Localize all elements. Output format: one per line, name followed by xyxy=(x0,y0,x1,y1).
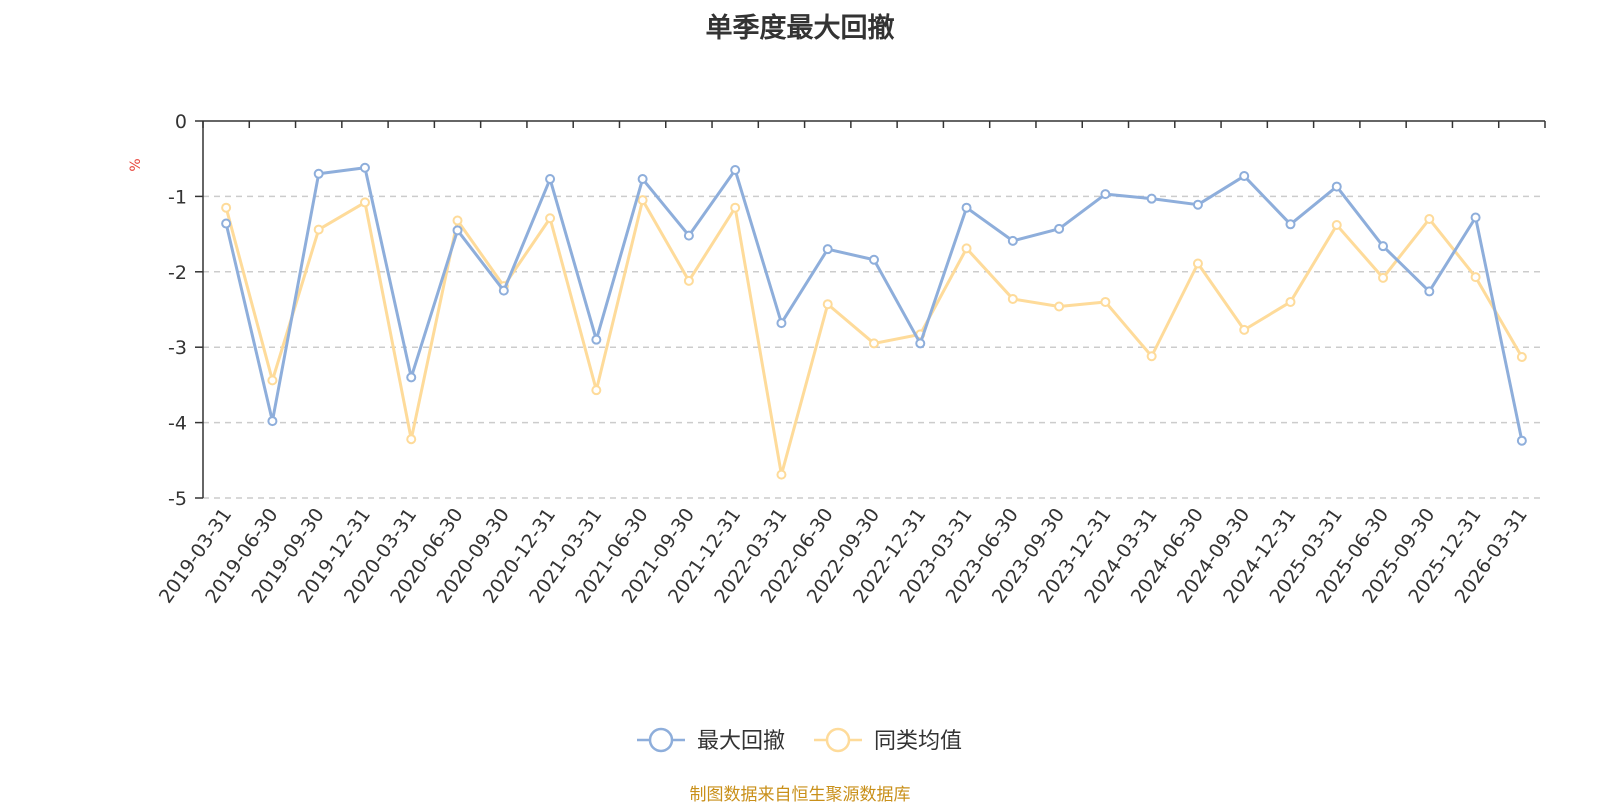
data-point-1 xyxy=(961,202,972,213)
data-point-2 xyxy=(822,299,833,310)
data-point-2 xyxy=(406,434,417,445)
y-tick-label: 0 xyxy=(175,111,187,133)
y-axis-labels: 0 -1 -2 -3 -4 -5 xyxy=(168,111,187,510)
data-point-1 xyxy=(1424,286,1435,297)
data-point-2 xyxy=(637,195,648,206)
data-point-1 xyxy=(1100,189,1111,200)
data-point-1 xyxy=(452,225,463,236)
data-point-2 xyxy=(1146,351,1157,362)
data-point-1 xyxy=(1146,193,1157,204)
data-point-2 xyxy=(1285,296,1296,307)
data-point-1 xyxy=(730,165,741,176)
data-point-2 xyxy=(961,243,972,254)
y-tick-label: -2 xyxy=(168,262,187,284)
data-point-2 xyxy=(359,197,370,208)
data-point-2 xyxy=(452,215,463,226)
data-point-1 xyxy=(1054,223,1065,234)
data-point-2 xyxy=(221,202,232,213)
data-point-2 xyxy=(1192,258,1203,269)
data-point-2 xyxy=(730,202,741,213)
data-point-1 xyxy=(915,338,926,349)
data-point-1 xyxy=(267,416,278,427)
data-point-2 xyxy=(869,338,879,349)
grid-lines xyxy=(203,195,1545,499)
data-point-1 xyxy=(1007,235,1018,246)
data-point-1 xyxy=(1516,435,1527,446)
data-point-2 xyxy=(1516,352,1527,363)
data-point-1 xyxy=(498,285,509,296)
data-point-1 xyxy=(1285,219,1296,230)
axes xyxy=(195,120,1546,499)
data-point-1 xyxy=(1378,241,1389,252)
data-point-2 xyxy=(1378,272,1389,283)
data-point-2 xyxy=(1054,301,1065,312)
y-tick-label: -4 xyxy=(168,413,187,435)
data-source-note: 制图数据来自恒生聚源数据库 xyxy=(689,785,911,805)
legend-swatch-marker xyxy=(648,727,674,753)
legend-label: 最大回撤 xyxy=(697,729,785,754)
data-point-1 xyxy=(359,162,370,173)
y-axis-unit: % xyxy=(128,158,144,171)
data-point-1 xyxy=(1192,199,1203,210)
legend-swatch-marker xyxy=(825,727,851,753)
data-point-2 xyxy=(313,224,324,235)
data-point-2 xyxy=(1239,324,1250,335)
data-point-2 xyxy=(683,275,694,286)
data-point-2 xyxy=(591,385,602,396)
y-tick-label: -5 xyxy=(168,488,187,510)
data-point-2 xyxy=(1100,296,1111,307)
data-point-1 xyxy=(406,372,417,383)
data-point-1 xyxy=(1239,171,1250,182)
data-point-1 xyxy=(221,218,232,229)
data-point-1 xyxy=(822,244,833,255)
data-point-1 xyxy=(637,174,648,185)
data-point-1 xyxy=(776,318,787,329)
data-point-1 xyxy=(683,230,694,241)
data-point-1 xyxy=(591,334,602,345)
y-tick-label: -3 xyxy=(168,337,187,359)
legend: 最大回撤 同类均值 xyxy=(637,727,962,754)
data-point-1 xyxy=(1470,212,1481,223)
data-point-2 xyxy=(267,375,278,386)
data-point-1 xyxy=(313,168,324,179)
data-point-2 xyxy=(1007,293,1018,304)
legend-label: 同类均值 xyxy=(874,729,962,754)
data-point-1 xyxy=(869,254,879,265)
data-point-2 xyxy=(545,213,556,224)
series-line-2 xyxy=(224,198,1524,477)
series-lines xyxy=(221,162,1527,480)
data-point-2 xyxy=(1470,272,1481,283)
y-tick-label: -1 xyxy=(168,186,187,208)
data-point-2 xyxy=(776,469,787,480)
data-point-1 xyxy=(1331,181,1342,192)
x-axis-labels: 2019-03-312019-06-302019-09-302019-12-31… xyxy=(155,504,1532,607)
data-point-1 xyxy=(545,174,556,185)
data-point-2 xyxy=(1424,214,1435,225)
data-point-2 xyxy=(1331,220,1342,231)
chart-title: 单季度最大回撤 xyxy=(705,13,895,44)
